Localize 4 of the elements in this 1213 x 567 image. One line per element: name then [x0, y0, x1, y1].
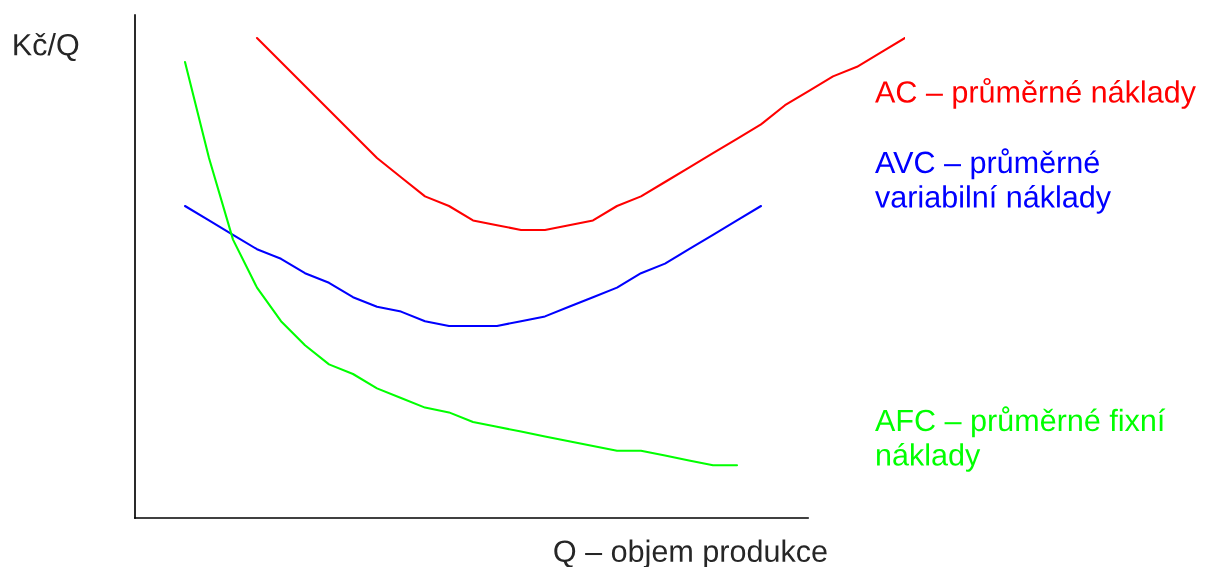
series-label: AC – průměrné náklady [875, 77, 1196, 109]
text: AVC – průměrné variabilní náklady [875, 148, 1111, 214]
y-axis-title: Kč/Q [14, 33, 79, 62]
text: AFC – průměrné fixní náklady [875, 406, 1166, 472]
